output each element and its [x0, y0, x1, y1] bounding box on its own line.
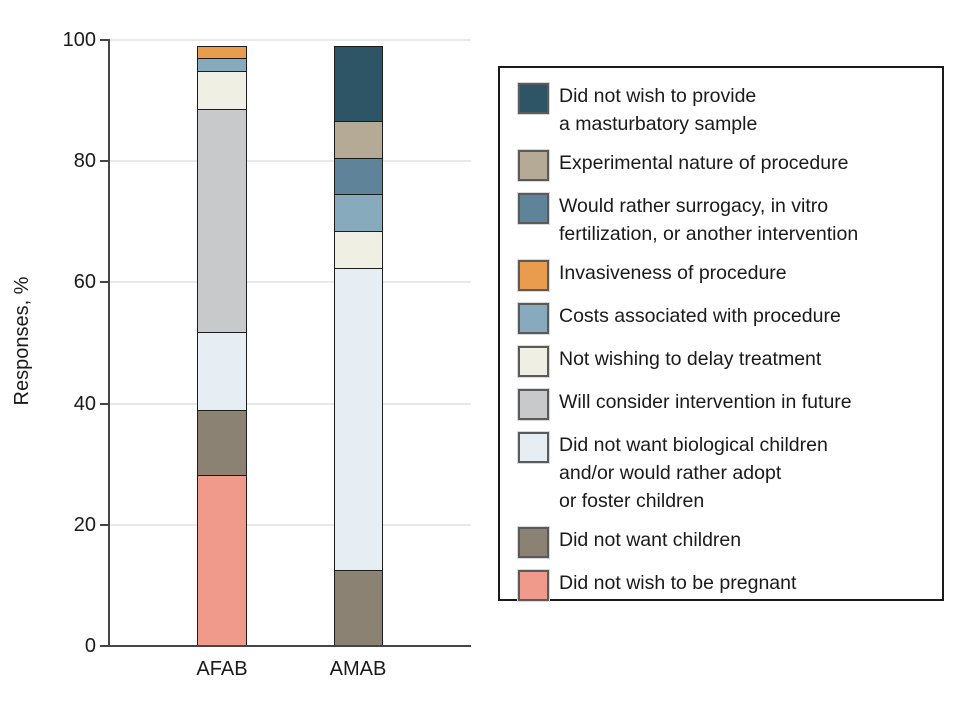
bar-segment-afab-costs-associated-with-procedure [197, 58, 247, 72]
legend-row-invasiveness-of-procedure: Invasiveness of procedure [516, 259, 926, 292]
legend-row-did-not-want-children: Did not want children [516, 526, 926, 559]
y-axis-line [108, 39, 110, 647]
y-axis-title: Responses, % [11, 276, 33, 406]
bar-segment-afab-did-not-wish-to-be-pregnant [197, 475, 247, 646]
y-tick-0 [100, 645, 109, 647]
y-tick-100 [100, 39, 109, 41]
x-axis-label-afab: AFAB [196, 658, 248, 680]
y-tick-label-40: 40 [73, 392, 96, 415]
gridline-20 [109, 523, 471, 526]
legend-swatch-did-not-wish-to-provide-a-masturbatory-s [517, 82, 550, 115]
bar-segment-afab-invasiveness-of-procedure [197, 46, 247, 60]
legend-row-not-wishing-to-delay-treatment: Not wishing to delay treatment [516, 345, 926, 378]
legend-swatch-did-not-want-biological-children-and-or- [517, 431, 550, 464]
legend-row-did-not-wish-to-be-pregnant: Did not wish to be pregnant [516, 569, 926, 602]
legend-swatch-did-not-wish-to-be-pregnant [517, 569, 550, 602]
x-axis-label-amab: AMAB [329, 658, 387, 680]
x-axis-line [108, 645, 471, 647]
legend-row-experimental-nature-of-procedure: Experimental nature of procedure [516, 149, 926, 182]
bar-segment-afab-did-not-want-biological-children-and-or- [197, 332, 247, 412]
y-tick-40 [100, 402, 109, 405]
bar-segment-afab-did-not-want-children [197, 410, 247, 477]
y-tick-label-20: 20 [73, 513, 96, 536]
legend-label-did-not-want-children: Did not want children [559, 529, 742, 551]
y-tick-label-0: 0 [84, 635, 96, 657]
legend-label-invasiveness-of-procedure: Invasiveness of procedure [559, 262, 787, 284]
legend-swatch-will-consider-intervention-in-future [517, 388, 550, 421]
legend-label-experimental-nature-of-procedure: Experimental nature of procedure [559, 152, 849, 174]
legend-swatch-not-wishing-to-delay-treatment [517, 345, 550, 378]
gridline-60 [109, 281, 471, 284]
legend-label-did-not-want-biological-children-and-or-: Did not want biological children and/or … [559, 434, 828, 512]
y-tick-label-60: 60 [73, 271, 96, 294]
legend-row-costs-associated-with-procedure: Costs associated with procedure [516, 302, 926, 335]
legend-row-would-rather-surrogacy-in-vitro-fertiliz: Would rather surrogacy, in vitro fertili… [516, 192, 926, 248]
legend-swatch-invasiveness-of-procedure [517, 259, 550, 292]
bar-afab [197, 46, 247, 646]
bar-segment-afab-will-consider-intervention-in-future [197, 109, 247, 334]
y-tick-label-100: 100 [62, 29, 96, 51]
legend-label-not-wishing-to-delay-treatment: Not wishing to delay treatment [559, 348, 822, 370]
y-tick-label-80: 80 [73, 150, 96, 173]
legend-label-would-rather-surrogacy-in-vitro-fertiliz: Would rather surrogacy, in vitro fertili… [559, 195, 859, 245]
bar-segment-afab-not-wishing-to-delay-treatment [197, 70, 247, 111]
legend-swatch-would-rather-surrogacy-in-vitro-fertiliz [517, 192, 550, 225]
legend-swatch-experimental-nature-of-procedure [517, 149, 550, 182]
y-tick-60 [100, 281, 109, 284]
legend-label-will-consider-intervention-in-future: Will consider intervention in future [559, 391, 852, 413]
gridline-40 [109, 402, 471, 405]
bar-segment-amab-costs-associated-with-procedure [334, 194, 383, 233]
legend-label-did-not-wish-to-provide-a-masturbatory-s: Did not wish to provide a masturbatory s… [559, 85, 758, 135]
y-tick-20 [100, 523, 109, 526]
bar-segment-amab-would-rather-surrogacy-in-vitro-fertiliz [334, 157, 383, 196]
legend-label-did-not-wish-to-be-pregnant: Did not wish to be pregnant [559, 572, 797, 594]
gridline-80 [109, 160, 471, 163]
gridline-100 [109, 39, 471, 41]
bar-segment-amab-experimental-nature-of-procedure [334, 120, 383, 159]
legend-row-did-not-want-biological-children-and-or-: Did not want biological children and/or … [516, 431, 926, 515]
legend-swatch-costs-associated-with-procedure [517, 302, 550, 335]
legend-box: Did not wish to provide a masturbatory s… [498, 66, 944, 602]
y-tick-80 [100, 160, 109, 163]
bar-amab [334, 45, 383, 646]
legend-row-did-not-wish-to-provide-a-masturbatory-s: Did not wish to provide a masturbatory s… [516, 82, 926, 138]
bar-segment-amab-did-not-wish-to-provide-a-masturbatory-s [334, 45, 383, 122]
legend-swatch-did-not-want-children [517, 526, 550, 559]
bar-segment-amab-did-not-want-biological-children-and-or- [334, 268, 383, 572]
legend-row-will-consider-intervention-in-future: Will consider intervention in future [516, 388, 926, 421]
plot-area [109, 39, 471, 646]
legend-label-costs-associated-with-procedure: Costs associated with procedure [559, 305, 841, 327]
bar-segment-amab-did-not-want-children [334, 570, 383, 646]
bar-segment-amab-not-wishing-to-delay-treatment [334, 231, 383, 270]
